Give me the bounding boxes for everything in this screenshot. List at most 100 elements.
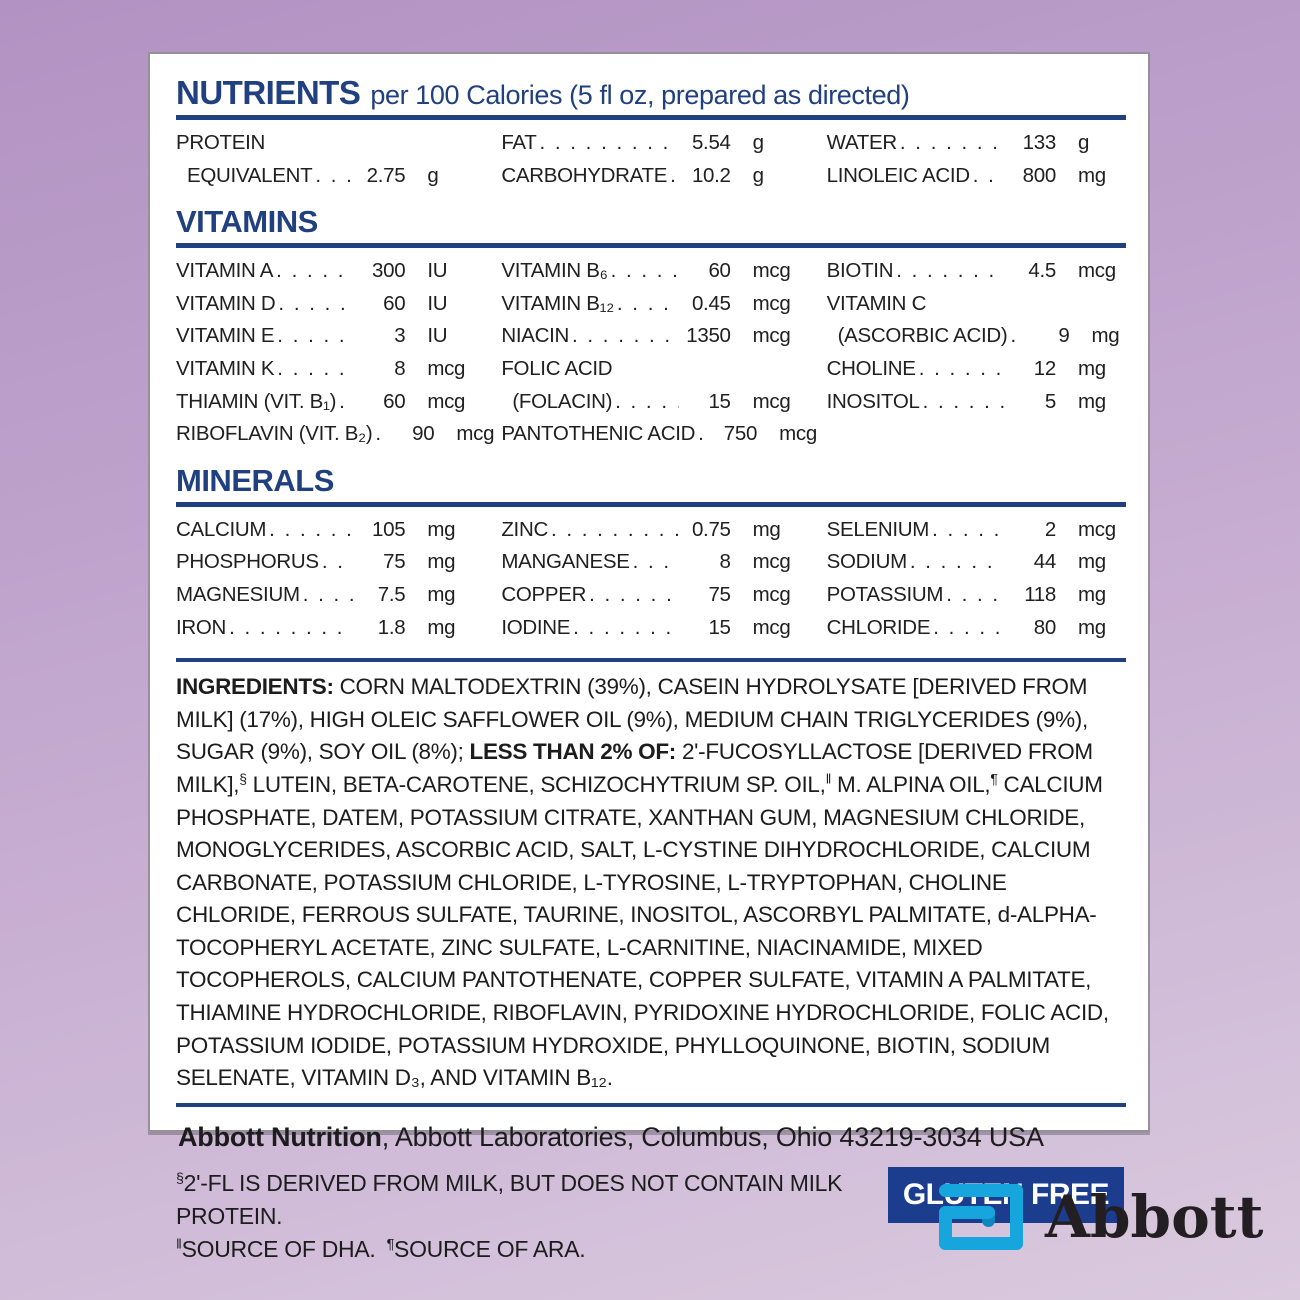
nutrients-column: FAT 5.54 g CARBOHYDRATE 10.2 g <box>501 127 800 192</box>
dotted-leader <box>226 612 353 645</box>
nutrient-unit: mcg <box>1077 517 1116 541</box>
gluten-free-badge: GLUTEN FREE <box>887 1166 1124 1223</box>
divider-rule <box>176 658 1126 663</box>
nutrients-header: NUTRIENTS per 100 Calories (5 fl oz, pre… <box>176 74 1126 112</box>
dotted-leader <box>570 612 679 645</box>
nutrient-name: VITAMIN B₁₂ <box>501 291 614 315</box>
footnote-line: §2'-FL IS DERIVED FROM MILK, BUT DOES NO… <box>176 1167 888 1233</box>
nutrient-name: COPPER <box>501 582 587 606</box>
nutrient-unit: mg <box>1077 582 1106 606</box>
dotted-leader <box>274 353 353 386</box>
nutrient-row: LINOLEIC ACID 800 mg <box>827 160 1126 193</box>
nutrient-unit: mcg <box>1077 259 1116 283</box>
nutrient-unit: mcg <box>779 422 817 446</box>
nutrient-item: CHOLINE 12 mg <box>827 353 1126 386</box>
nutrient-value: 1.8 <box>377 615 406 639</box>
nutrient-name: FOLIC ACID <box>501 356 613 380</box>
dotted-leader <box>537 127 679 160</box>
text-segment: 2'-FUCOSYLLACTOSE [DERIVED FROM MILK], <box>176 739 1093 797</box>
nutrients-title: NUTRIENTS <box>176 74 361 111</box>
dotted-leader <box>630 546 679 579</box>
nutrient-row: RIBOFLAVIN (VIT. B₂) 90 mcg <box>176 418 494 451</box>
dotted-leader <box>930 612 1004 645</box>
nutrient-name: (ASCORBIC ACID) <box>837 324 1008 348</box>
nutrient-value: 75 <box>708 582 731 606</box>
nutrient-unit: g <box>427 163 439 187</box>
nutrient-name: (FOLACIN) <box>512 389 613 413</box>
dotted-leader <box>614 288 679 321</box>
nutrient-item: THIAMIN (VIT. B₁) 60 mcg <box>176 386 475 419</box>
manufacturer-address: , Abbott Laboratories, Columbus, Ohio 43… <box>381 1121 1044 1152</box>
nutrient-name: FAT <box>501 131 537 154</box>
nutrient-item: SODIUM 44 mg <box>827 546 1126 579</box>
nutrient-name: VITAMIN B₆ <box>501 259 608 283</box>
nutrient-row: IRON 1.8 mg <box>176 612 475 645</box>
dotted-leader <box>893 255 1004 288</box>
nutrient-name: CHLORIDE <box>826 615 931 639</box>
nutrient-row: POTASSIUM 118 mg <box>827 579 1126 612</box>
nutrient-item: CARBOHYDRATE 10.2 g <box>501 160 800 193</box>
nutrient-item: IODINE 15 mcg <box>501 612 800 645</box>
dotted-leader <box>372 418 382 451</box>
minerals-title: MINERALS <box>176 462 334 498</box>
nutrient-unit: mcg <box>752 550 791 574</box>
nutrient-value: 133 <box>1022 131 1057 154</box>
nutrient-row: VITAMIN C <box>827 288 1126 321</box>
nutrient-name: EQUIVALENT <box>187 163 313 187</box>
dotted-leader <box>548 514 679 547</box>
nutrient-row: FAT 5.54 g <box>501 127 800 160</box>
nutrient-unit: mg <box>427 517 456 541</box>
nutrient-item: MAGNESIUM 7.5 mg <box>176 579 475 612</box>
nutrient-value: 3 <box>394 324 406 348</box>
footnote-row: §2'-FL IS DERIVED FROM MILK, BUT DOES NO… <box>176 1166 1126 1266</box>
nutrient-row: MANGANESE 8 mcg <box>501 546 800 579</box>
nutrient-unit: g <box>752 131 764 154</box>
nutrient-row: CALCIUM 105 mg <box>176 514 475 547</box>
nutrient-value: 2 <box>1044 517 1056 541</box>
nutrient-unit: IU <box>427 259 448 283</box>
nutrient-value: 60 <box>708 259 731 283</box>
nutrient-name: ZINC <box>501 517 548 541</box>
nutrient-item: RIBOFLAVIN (VIT. B₂) 90 mcg <box>176 418 494 451</box>
nutrients-column: PROTEIN EQUIVALENT 2.75 g <box>176 127 475 192</box>
nutrient-name: VITAMIN C <box>826 291 927 315</box>
nutrient-value: 80 <box>1033 615 1057 639</box>
nutrient-row: VITAMIN E 3 IU <box>176 320 475 353</box>
nutrient-name: VITAMIN E <box>176 324 275 348</box>
nutrient-unit: mcg <box>456 422 495 446</box>
nutrient-row: VITAMIN B₆ 60 mcg <box>501 255 800 288</box>
nutrient-unit: mcg <box>752 615 791 639</box>
manufacturer-name: Abbott Nutrition <box>178 1121 382 1152</box>
dotted-leader <box>907 546 1004 579</box>
nutrient-value: 90 <box>412 422 435 446</box>
minerals-columns: CALCIUM 105 mg PHOSPHORUS 75 mg MAGNESIUM 7.5 mg… <box>176 514 1126 644</box>
dotted-leader <box>336 386 353 419</box>
nutrient-name: BIOTIN <box>826 259 894 283</box>
nutrient-item: VITAMIN D 60 IU <box>176 288 475 321</box>
nutrient-unit: mg <box>1077 615 1106 639</box>
nutrient-unit: IU <box>427 291 448 315</box>
nutrient-item: VITAMIN B₆ 60 mcg <box>501 255 800 288</box>
nutrient-value: 10.2 <box>691 163 731 187</box>
nutrient-item: MANGANESE 8 mcg <box>501 546 800 579</box>
abbott-wordmark: Abbott <box>1045 1183 1264 1251</box>
nutrient-name: NIACIN <box>501 324 570 348</box>
nutrient-name: THIAMIN (VIT. B₁) <box>176 389 337 413</box>
nutrient-row: WATER 133 g <box>827 127 1126 160</box>
nutrient-name: PHOSPHORUS <box>176 550 319 574</box>
nutrient-value: 300 <box>372 259 406 283</box>
nutrient-unit: mg <box>1077 163 1106 187</box>
nutrient-item: SELENIUM 2 mcg <box>827 514 1126 547</box>
nutrition-label-card: NUTRIENTS per 100 Calories (5 fl oz, pre… <box>148 52 1150 1262</box>
nutrient-item: ZINC 0.75 mg <box>501 514 800 547</box>
dotted-leader <box>312 160 353 193</box>
text-segment: LESS THAN 2% OF: <box>469 739 682 765</box>
nutrients-columns: PROTEINEQUIVALENT2.75g FAT5.54gCARBOHYDRA… <box>176 127 1126 192</box>
text-segment: LUTEIN, BETA-CAROTENE, SCHIZOCHYTRIUM SP… <box>246 771 826 797</box>
dotted-leader <box>695 418 705 451</box>
nutrient-name: IRON <box>176 615 227 639</box>
manufacturer-line: Abbott Nutrition, Abbott Laboratories, C… <box>178 1122 1126 1153</box>
dotted-leader <box>275 288 353 321</box>
nutrient-name: CALCIUM <box>176 517 267 541</box>
nutrient-item: PANTOTHENIC ACID 750 mcg <box>501 418 817 451</box>
